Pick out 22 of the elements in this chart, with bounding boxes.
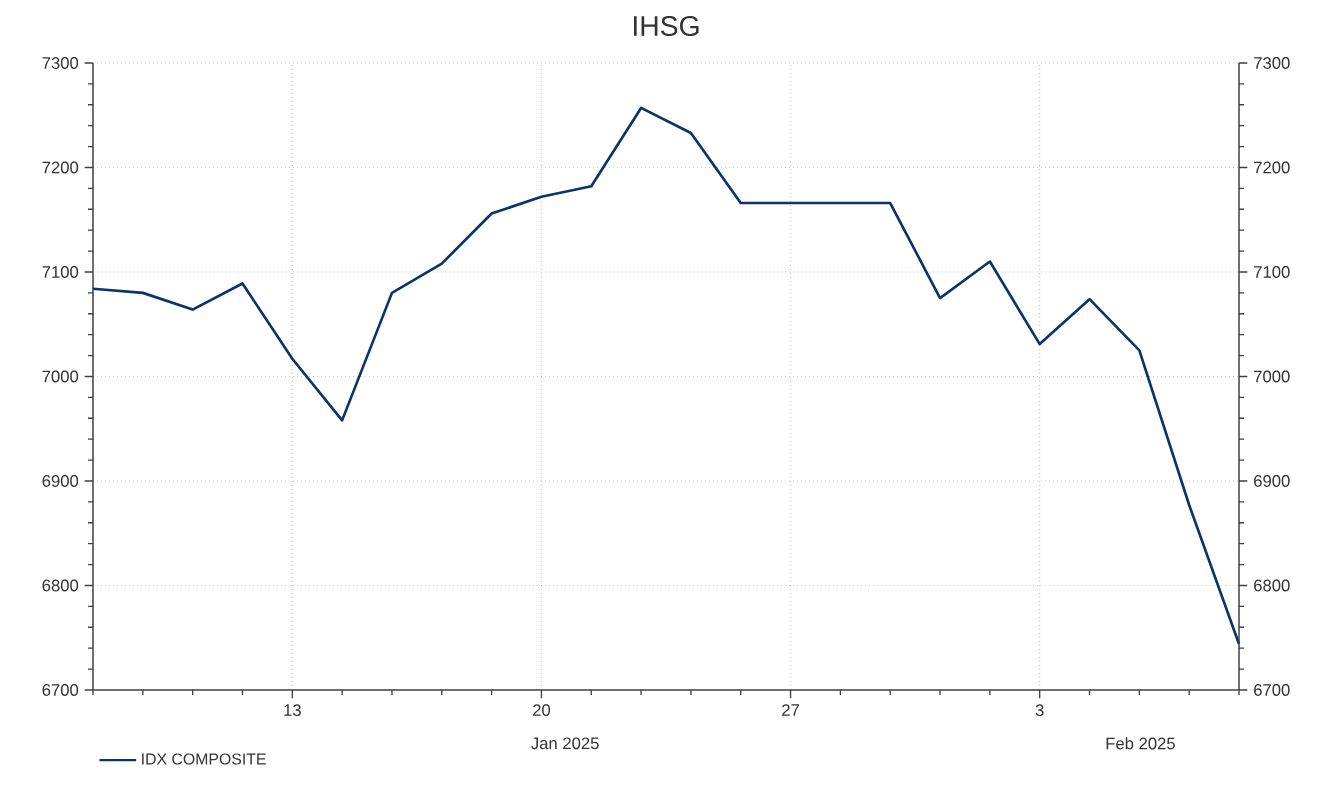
y2-tick-label: 7300 — [1254, 57, 1290, 69]
x-tick-label: 20 — [533, 704, 551, 716]
y-tick-label: 7300 — [42, 57, 79, 69]
text: Feb 2025 — [1106, 737, 1175, 750]
y2-tick-label: 7100 — [1254, 266, 1290, 278]
y-tick-label: 6800 — [42, 579, 79, 592]
y2-tick-label: 7200 — [1254, 161, 1290, 174]
y-tick-label: 7200 — [42, 161, 79, 174]
y2-tick-label: 7000 — [1254, 370, 1290, 383]
y2-tick-label: 6900 — [1254, 475, 1290, 487]
y-tick-label: 6900 — [42, 475, 79, 487]
x-tick-label: 3 — [1035, 704, 1044, 716]
y2-tick-label: 6800 — [1254, 579, 1290, 592]
x-tick-label: 27 — [782, 704, 800, 716]
text: Jan 2025 — [531, 737, 599, 750]
y2-tick-label: 6700 — [1254, 684, 1290, 696]
y-tick-label: 7000 — [42, 370, 79, 383]
legend-label: IDX COMPOSITE — [142, 753, 266, 765]
y-tick-label: 7100 — [42, 266, 79, 278]
chart-title: IHSG — [633, 15, 699, 37]
y-tick-label: 6700 — [42, 684, 79, 696]
x-tick-label: 13 — [284, 704, 301, 716]
